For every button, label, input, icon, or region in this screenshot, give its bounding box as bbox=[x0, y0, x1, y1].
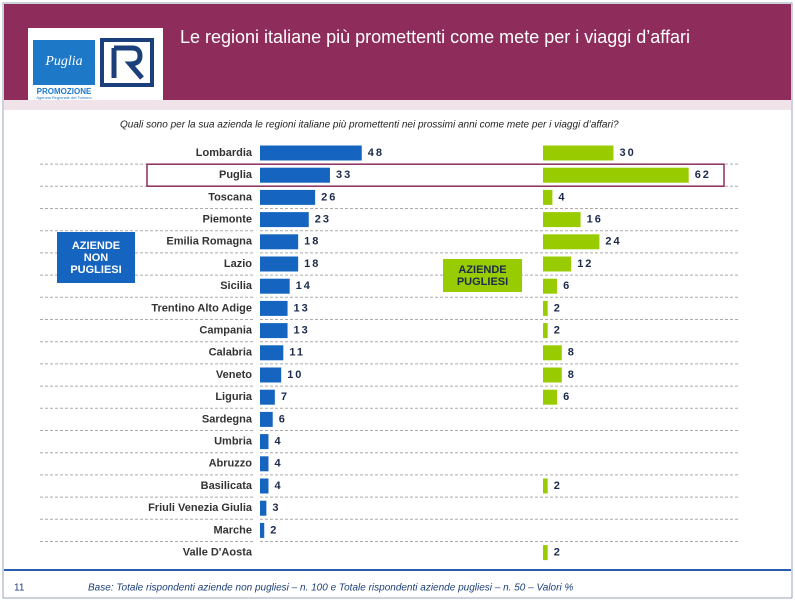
bar bbox=[260, 323, 288, 339]
category-label: Emilia Romagna bbox=[166, 236, 252, 248]
bar bbox=[260, 234, 299, 250]
category-label: Valle D'Aosta bbox=[183, 547, 253, 559]
logo-text: Puglia bbox=[44, 54, 82, 69]
value-label: 10 bbox=[287, 369, 303, 381]
category-label: Umbria bbox=[214, 436, 253, 448]
value-label: 24 bbox=[605, 236, 621, 248]
value-label: 33 bbox=[336, 169, 352, 181]
category-label: Basilicata bbox=[201, 480, 253, 492]
value-label: 18 bbox=[304, 258, 320, 270]
title: Le regioni italiane più promettenti come… bbox=[180, 27, 690, 47]
bar bbox=[260, 522, 265, 538]
bar bbox=[543, 167, 689, 183]
bar bbox=[543, 212, 581, 228]
bar bbox=[260, 389, 275, 405]
value-label: 18 bbox=[304, 236, 320, 248]
category-label: Piemonte bbox=[202, 214, 252, 226]
logo-r-glyph bbox=[111, 45, 144, 80]
bar bbox=[543, 145, 614, 161]
legend-box: AZIENDE NON PUGLIESI bbox=[57, 232, 135, 283]
value-label: 7 bbox=[281, 391, 289, 403]
category-label: Lombardia bbox=[196, 147, 253, 159]
value-label: 4 bbox=[558, 191, 566, 203]
value-label: 6 bbox=[563, 280, 571, 292]
bar bbox=[260, 478, 269, 494]
value-label: 8 bbox=[568, 369, 576, 381]
value-label: 2 bbox=[270, 524, 278, 536]
bar bbox=[260, 278, 290, 294]
bar bbox=[260, 145, 362, 161]
bar bbox=[260, 256, 299, 272]
logo-sub: PROMOZIONE bbox=[37, 87, 92, 96]
bar bbox=[260, 434, 269, 450]
value-label: 4 bbox=[274, 458, 282, 470]
page-number: 11 bbox=[14, 583, 25, 594]
category-label: Sicilia bbox=[220, 280, 253, 292]
bar bbox=[543, 278, 558, 294]
category-label: Puglia bbox=[219, 169, 253, 181]
bar bbox=[260, 345, 284, 361]
bar bbox=[543, 323, 548, 339]
category-label: Toscana bbox=[208, 191, 253, 203]
bar bbox=[260, 456, 269, 472]
bar bbox=[260, 189, 316, 205]
value-label: 2 bbox=[554, 325, 562, 337]
value-label: 6 bbox=[563, 391, 571, 403]
subtitle: Quali sono per la sua azienda le regioni… bbox=[120, 120, 619, 131]
category-label: Sardegna bbox=[202, 413, 253, 425]
bar bbox=[260, 212, 309, 228]
bar bbox=[260, 167, 330, 183]
bar bbox=[543, 256, 572, 272]
value-label: 2 bbox=[554, 302, 562, 314]
bar bbox=[543, 367, 562, 383]
value-label: 4 bbox=[274, 436, 282, 448]
value-label: 2 bbox=[554, 480, 562, 492]
bar bbox=[260, 411, 273, 427]
legend-box: AZIENDE PUGLIESI bbox=[443, 259, 522, 292]
value-label: 11 bbox=[289, 347, 305, 359]
value-label: 6 bbox=[279, 413, 287, 425]
bar bbox=[543, 345, 562, 361]
logo-mark bbox=[33, 40, 95, 85]
bar bbox=[543, 478, 548, 494]
value-label: 13 bbox=[294, 325, 310, 337]
category-label: Friuli Venezia Giulia bbox=[148, 502, 253, 514]
value-label: 26 bbox=[321, 191, 337, 203]
bar bbox=[543, 545, 548, 561]
value-label: 4 bbox=[274, 480, 282, 492]
value-label: 48 bbox=[368, 147, 384, 159]
category-label: Marche bbox=[213, 524, 252, 536]
value-label: 3 bbox=[272, 502, 280, 514]
logo-caption: Agenzia Regionale del Turismo bbox=[36, 95, 92, 100]
value-label: 16 bbox=[587, 214, 603, 226]
bar bbox=[260, 367, 282, 383]
value-label: 14 bbox=[296, 280, 312, 292]
value-label: 12 bbox=[577, 258, 593, 270]
footnote: Base: Totale rispondenti aziende non pug… bbox=[88, 583, 573, 594]
bar bbox=[260, 500, 267, 516]
bar bbox=[260, 300, 288, 316]
highlight-box bbox=[146, 163, 725, 187]
category-label: Lazio bbox=[224, 258, 252, 270]
value-label: 62 bbox=[695, 169, 711, 181]
value-label: 8 bbox=[568, 347, 576, 359]
category-label: Abruzzo bbox=[209, 458, 253, 470]
category-label: Veneto bbox=[216, 369, 252, 381]
bar bbox=[543, 189, 553, 205]
bar bbox=[543, 389, 558, 405]
value-label: 2 bbox=[554, 547, 562, 559]
bar bbox=[543, 300, 548, 316]
category-label: Liguria bbox=[215, 391, 253, 403]
value-label: 30 bbox=[620, 147, 636, 159]
header-strip bbox=[4, 100, 791, 110]
bar bbox=[543, 234, 600, 250]
category-label: Calabria bbox=[209, 347, 253, 359]
category-label: Campania bbox=[199, 325, 252, 337]
value-label: 13 bbox=[294, 302, 310, 314]
value-label: 23 bbox=[315, 214, 331, 226]
category-label: Trentino Alto Adige bbox=[151, 302, 252, 314]
